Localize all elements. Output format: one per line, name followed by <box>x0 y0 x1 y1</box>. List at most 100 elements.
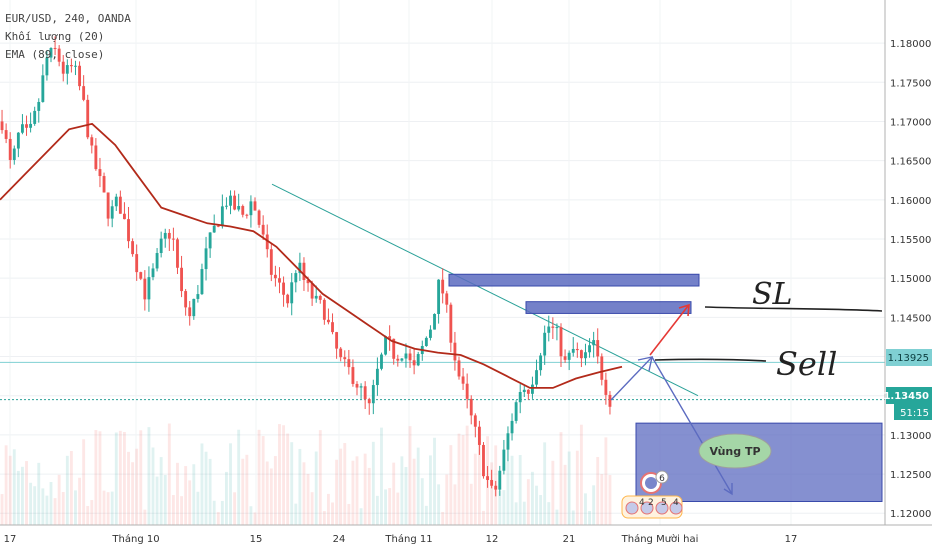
price-tick-label: 1.13000 <box>890 431 931 442</box>
time-tick-label: Tháng Mười hai <box>621 533 699 545</box>
volume-bar <box>461 434 465 525</box>
candle-body <box>461 376 465 384</box>
price-tag-level <box>886 349 932 366</box>
volume-bar <box>278 424 281 525</box>
volume-bar <box>192 464 196 525</box>
volume-bar <box>21 466 24 525</box>
volume-bar <box>314 451 318 525</box>
volume-bar <box>53 498 57 525</box>
candle-body <box>514 402 518 421</box>
candle-body <box>588 345 591 353</box>
candle-body <box>318 295 322 300</box>
volume-bar <box>257 429 261 525</box>
time-tick-label: Tháng 11 <box>384 533 432 545</box>
volume-bar <box>351 460 355 525</box>
resistance-zone-lower[interactable] <box>525 301 692 314</box>
volume-bars <box>0 423 612 525</box>
candle-body <box>159 238 163 254</box>
volume-bar <box>563 464 567 525</box>
volume-bar <box>8 455 12 525</box>
price-tag-last <box>886 387 932 404</box>
price-axis[interactable]: 1.18000 1.17500 1.17000 1.16500 1.16000 1.155… <box>883 0 932 525</box>
volume-bar <box>502 490 506 525</box>
candle-body <box>547 326 551 333</box>
volume-bar <box>457 433 461 525</box>
candle-body <box>437 279 441 314</box>
resistance-zone-upper[interactable] <box>448 273 700 287</box>
candle-body <box>441 279 445 294</box>
candle-body <box>82 86 86 100</box>
volume-bar <box>143 509 147 525</box>
volume-bar <box>543 442 547 525</box>
arrow-up-red[interactable] <box>649 303 690 356</box>
volume-bar <box>110 491 114 525</box>
volume-bar <box>465 425 469 525</box>
volume-bar <box>384 489 387 525</box>
volume-bar <box>567 451 571 525</box>
candle-body <box>4 130 8 139</box>
volume-bar <box>90 500 94 525</box>
tp-callout[interactable]: Vùng TP <box>698 433 772 469</box>
candle-body <box>502 449 506 471</box>
candle-body <box>12 148 16 160</box>
volume-bar <box>208 458 212 525</box>
candle-body <box>392 338 396 359</box>
candle-body <box>380 354 383 369</box>
volume-bar <box>253 512 257 525</box>
volume-bar <box>139 430 143 525</box>
candle-body <box>339 348 343 358</box>
volume-bar <box>249 506 253 525</box>
volume-bar <box>363 453 367 525</box>
volume-bar <box>131 462 135 525</box>
trend-line[interactable] <box>271 183 699 397</box>
candle-body <box>184 291 188 308</box>
volume-bar <box>412 458 416 525</box>
candle-body <box>69 65 73 67</box>
volume-bar <box>433 437 436 525</box>
candle-body <box>208 232 212 249</box>
candle-body <box>273 274 277 279</box>
volume-bar <box>327 493 330 525</box>
candle-body <box>21 124 24 133</box>
candle-body <box>322 299 326 320</box>
volume-bar <box>196 491 200 525</box>
candle-body <box>600 356 604 380</box>
candle-body <box>86 99 90 138</box>
candle-body <box>522 389 526 393</box>
volume-bar <box>388 488 392 525</box>
candle-body <box>363 386 367 400</box>
candle-body <box>110 206 114 219</box>
time-axis[interactable]: 17 Tháng 10 15 24 Tháng 11 12 21 Tháng Mười hai… <box>0 524 932 545</box>
candle-body <box>90 137 94 146</box>
candle-body <box>249 201 253 216</box>
price-tick-label: 1.15500 <box>890 235 931 246</box>
candle-body <box>298 262 302 274</box>
candle-body <box>506 433 510 450</box>
volume-bar <box>559 432 563 525</box>
legend-ema: EMA (89, close) <box>5 48 104 61</box>
candle-body <box>127 219 130 242</box>
price-tick-label: 1.12500 <box>890 470 931 481</box>
candle-body <box>416 354 420 366</box>
candle-body <box>94 145 98 170</box>
idea-badges[interactable]: 6 4 2 5 4 <box>621 470 683 519</box>
candle-body <box>531 384 534 394</box>
volume-bar <box>33 486 37 525</box>
time-tick-label: 15 <box>250 534 263 545</box>
volume-bar <box>282 425 285 525</box>
candle-body <box>225 205 228 207</box>
volume-bar <box>424 505 428 525</box>
candle-body <box>143 278 147 300</box>
candle-body <box>57 48 61 62</box>
candle-body <box>359 386 363 388</box>
candle-body <box>571 348 575 353</box>
volume-bar <box>180 496 183 525</box>
volume-bar <box>420 478 424 525</box>
volume-bar <box>490 462 494 525</box>
volume-bar <box>78 477 81 525</box>
sell-label: Sell <box>776 345 837 383</box>
candle-body <box>408 353 412 361</box>
volume-bar <box>555 509 559 525</box>
candle-body <box>445 293 449 305</box>
